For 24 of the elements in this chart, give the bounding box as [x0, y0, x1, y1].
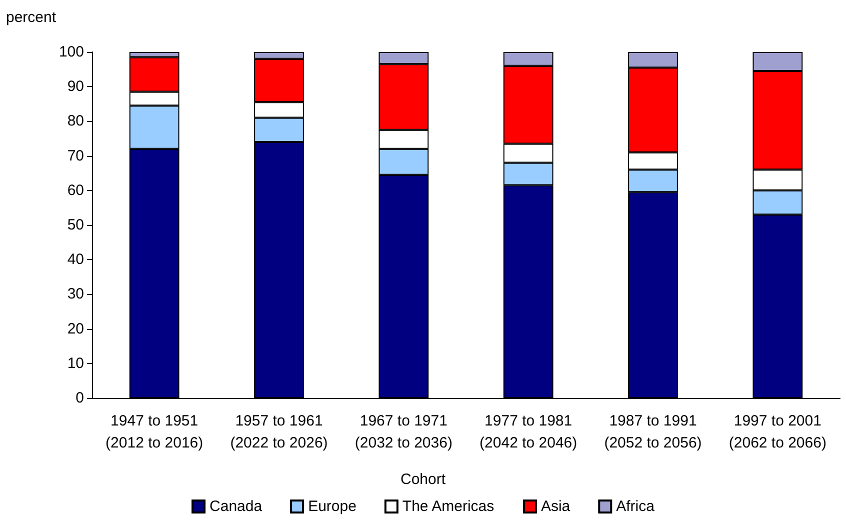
y-tick-label: 60 [67, 182, 84, 199]
x-tick-label: 1997 to 2001 (2062 to 2066) [728, 412, 826, 452]
legend-label: The Americas [402, 498, 494, 515]
y-axis-title: percent [6, 9, 57, 26]
legend-label: Africa [616, 498, 656, 515]
y-tick-label: 90 [67, 78, 84, 96]
x-axis-title: Cohort [400, 471, 446, 488]
y-tick-label: 50 [67, 216, 84, 234]
y-tick-label: 30 [67, 286, 84, 303]
legend-label: Asia [540, 498, 571, 515]
y-tick-label: 10 [67, 354, 84, 372]
x-tick-label: 1987 to 1991 (2052 to 2056) [604, 412, 702, 452]
y-tick-label: 0 [76, 390, 84, 406]
legend-label: Europe [308, 498, 356, 515]
y-tick-label: 70 [67, 147, 84, 164]
x-tick-label: 1977 to 1981 (2042 to 2046) [480, 412, 578, 452]
y-tick-label: 80 [67, 112, 84, 130]
y-tick-label: 20 [67, 320, 84, 338]
x-tick-label: 1957 to 1961 (2022 to 2026) [230, 412, 328, 452]
y-tick-label: 40 [67, 251, 84, 268]
legend-label: Canada [210, 498, 263, 515]
y-tick-label: 100 [58, 44, 84, 60]
x-tick-label: 1967 to 1971 (2032 to 2036) [354, 412, 452, 452]
x-tick-label: 1947 to 1951 (2012 to 2016) [106, 412, 204, 452]
